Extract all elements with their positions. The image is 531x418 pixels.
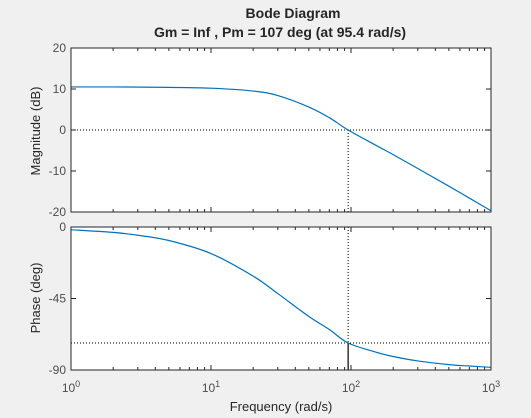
- magnitude-panel: 20 10 0 -10 -20: [49, 41, 492, 219]
- x-tick-label: 103: [482, 379, 500, 395]
- x-tick-label: 100: [62, 379, 80, 395]
- x-axis-label: Frequency (rad/s): [230, 399, 333, 414]
- phase-axis-label: Phase (deg): [28, 263, 43, 334]
- y-tick-label: 20: [53, 41, 67, 55]
- y-tick-label: -20: [49, 205, 67, 219]
- plot-area: [71, 227, 491, 370]
- y-tick-label: -90: [49, 363, 67, 377]
- magnitude-axis-label: Magnitude (dB): [28, 87, 43, 176]
- chart-title: Bode Diagram: [246, 5, 341, 21]
- chart-subtitle: Gm = Inf , Pm = 107 deg (at 95.4 rad/s): [154, 24, 406, 40]
- x-tick-label: 101: [202, 379, 220, 395]
- y-tick-label: -10: [49, 164, 67, 178]
- x-tick-label: 102: [342, 379, 360, 395]
- phase-panel: 0 -45 -90: [49, 220, 492, 377]
- y-tick-label: -45: [49, 292, 67, 306]
- y-tick-label: 10: [53, 82, 67, 96]
- y-tick-label: 0: [59, 123, 66, 137]
- y-tick-label: 0: [59, 220, 66, 234]
- phase-series-line: [70, 229, 492, 368]
- magnitude-series-line: [70, 86, 492, 212]
- axes-frame: [70, 226, 492, 371]
- axes-frame: [70, 47, 492, 213]
